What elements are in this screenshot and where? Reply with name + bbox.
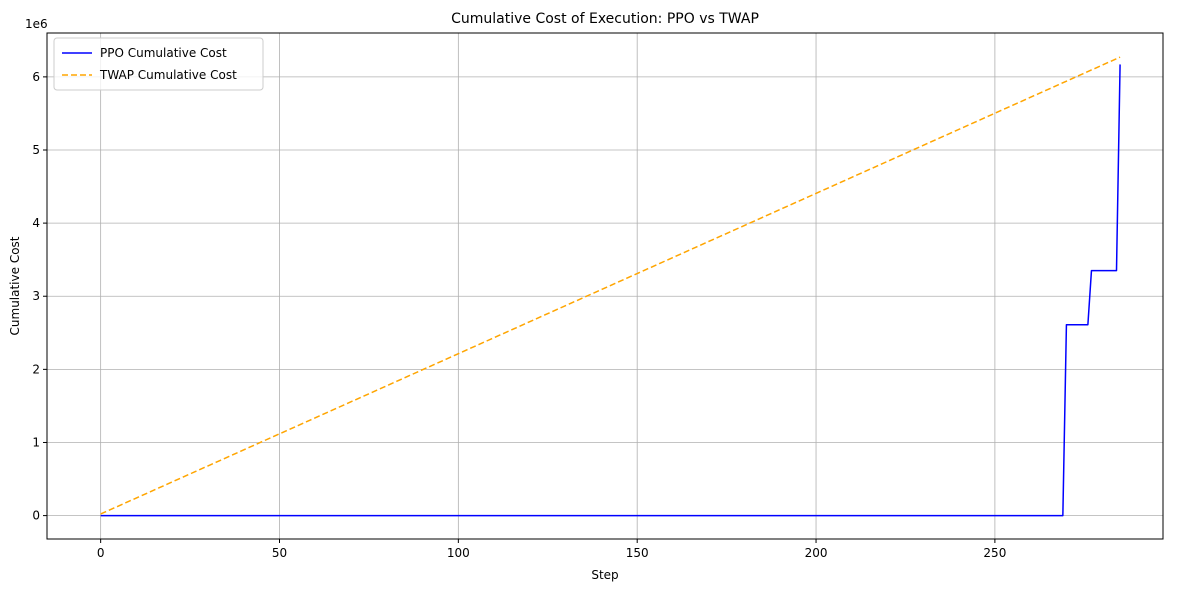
series-layer bbox=[100, 56, 1121, 517]
tick-layer: 0 50 100 150 200 250 0 1 2 3 4 5 6 bbox=[32, 70, 1006, 560]
y-tick-label: 4 bbox=[32, 216, 40, 230]
x-tick-label: 150 bbox=[626, 546, 649, 560]
legend-box bbox=[53, 37, 264, 91]
legend-label-twap: TWAP Cumulative Cost bbox=[99, 68, 237, 82]
plot-frame bbox=[46, 32, 1164, 540]
series-line-ppo bbox=[100, 64, 1121, 517]
y-tick-label: 0 bbox=[32, 509, 40, 523]
x-tick-label: 50 bbox=[272, 546, 287, 560]
y-tick-label: 3 bbox=[32, 289, 40, 303]
legend-label-ppo: PPO Cumulative Cost bbox=[100, 46, 227, 60]
y-tick-label: 5 bbox=[32, 143, 40, 157]
x-tick-label: 200 bbox=[805, 546, 828, 560]
x-tick-label: 0 bbox=[97, 546, 105, 560]
y-tick-label: 1 bbox=[32, 435, 40, 449]
grid-layer bbox=[47, 33, 1163, 539]
series-line-twap bbox=[100, 56, 1121, 515]
chart-title: Cumulative Cost of Execution: PPO vs TWA… bbox=[451, 11, 759, 27]
x-tick-label: 100 bbox=[447, 546, 470, 560]
x-tick-label: 250 bbox=[983, 546, 1006, 560]
legend: PPO Cumulative Cost TWAP Cumulative Cost bbox=[53, 37, 264, 91]
x-axis-title: Step bbox=[591, 568, 618, 582]
y-axis-title: Cumulative Cost bbox=[8, 236, 22, 335]
y-tick-label: 6 bbox=[32, 70, 40, 84]
y-tick-label: 2 bbox=[32, 362, 40, 376]
y-axis-scale-label: 1e6 bbox=[25, 17, 48, 31]
